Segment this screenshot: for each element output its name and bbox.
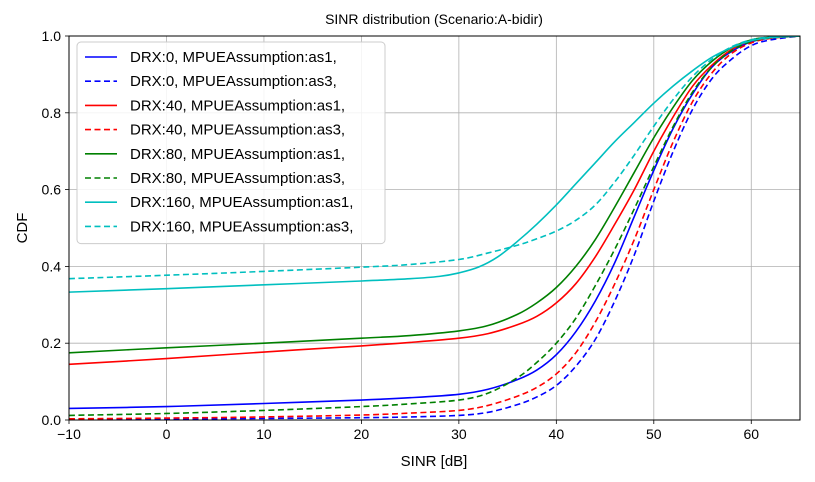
series-line-4 bbox=[69, 36, 800, 420]
series-line-5 bbox=[69, 36, 800, 354]
y-axis-label: CDF bbox=[14, 213, 31, 244]
legend-label: DRX:40, MPUEAssumption:as1, bbox=[130, 97, 345, 114]
y-tick-label: 0.4 bbox=[42, 258, 62, 274]
x-axis-label: SINR [dB] bbox=[401, 453, 468, 470]
series-line-2 bbox=[69, 36, 800, 420]
x-tick-label: 0 bbox=[163, 426, 171, 442]
y-tick-label: 0.6 bbox=[42, 182, 62, 198]
y-tick-label: 1.0 bbox=[42, 28, 62, 44]
x-tick-label: −10 bbox=[57, 426, 81, 442]
legend-box bbox=[76, 41, 386, 245]
legend: DRX:0, MPUEAssumption:as1, DRX:0, MPUEAss… bbox=[76, 41, 386, 245]
legend-label: DRX:160, MPUEAssumption:as3, bbox=[130, 218, 353, 235]
legend-label: DRX:80, MPUEAssumption:as3, bbox=[130, 170, 345, 187]
legend-label: DRX:0, MPUEAssumption:as1, bbox=[130, 49, 337, 66]
x-tick-label: 20 bbox=[354, 426, 370, 442]
series-line-1 bbox=[69, 36, 800, 410]
legend-label: DRX:40, MPUEAssumption:as3, bbox=[130, 122, 345, 139]
series-line-3 bbox=[69, 36, 800, 366]
y-tick-label: 0.8 bbox=[42, 105, 62, 121]
x-tick-label: 50 bbox=[646, 426, 662, 442]
series-line-6 bbox=[69, 36, 800, 417]
x-tick-label: 30 bbox=[451, 426, 467, 442]
plot-frame bbox=[68, 35, 801, 421]
series-line-7 bbox=[69, 36, 800, 293]
y-tick-label: 0.2 bbox=[42, 335, 62, 351]
series-line-8 bbox=[69, 36, 800, 280]
y-tick-label: 0.0 bbox=[42, 412, 62, 428]
legend-label: DRX:0, MPUEAssumption:as3, bbox=[130, 73, 337, 90]
x-tick-label: 10 bbox=[256, 426, 272, 442]
x-tick-label: 40 bbox=[549, 426, 565, 442]
legend-label: DRX:160, MPUEAssumption:as1, bbox=[130, 194, 353, 211]
x-tick-label: 60 bbox=[743, 426, 759, 442]
axis-ticks: −10 0 10 20 30 40 50 60 0.0 0.2 0.4 0.6 0.8 1.0 bbox=[42, 28, 760, 442]
legend-label: DRX:80, MPUEAssumption:as1, bbox=[130, 146, 345, 163]
chart-title: SINR distribution (Scenario:A-bidir) bbox=[325, 11, 543, 27]
series-lines bbox=[69, 36, 800, 420]
